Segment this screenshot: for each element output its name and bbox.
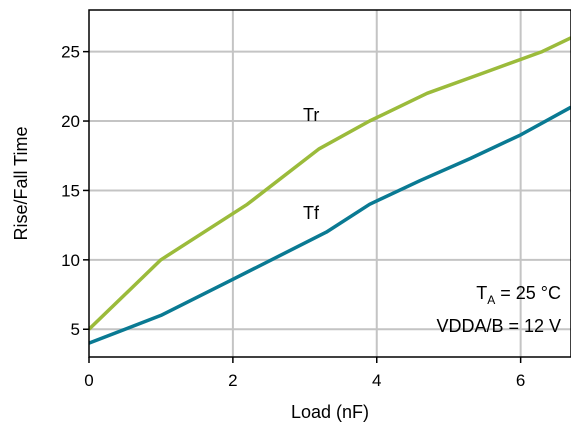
x-axis-title: Load (nF): [291, 402, 369, 422]
y-tick-label: 10: [61, 251, 80, 270]
x-tick-label: 2: [228, 371, 237, 390]
temperature-subscript: A: [487, 293, 495, 307]
x-tick-label: 4: [372, 371, 381, 390]
series-line-tr: [89, 36, 571, 331]
series-lines: [89, 36, 571, 345]
x-tick-label: 0: [84, 371, 93, 390]
y-tick-label: 15: [61, 181, 80, 200]
series-label-tr: Tr: [303, 105, 319, 125]
y-axis-title: Rise/Fall Time: [11, 126, 31, 240]
axis-ticks: 0 2 4 6 5 10 15 20 25: [61, 43, 525, 390]
temperature-value: = 25 °C: [495, 283, 561, 303]
grid: [89, 10, 571, 357]
y-tick-label: 5: [71, 320, 80, 339]
x-tick-label: 6: [516, 371, 525, 390]
temperature-condition-label: TA = 25 °C: [476, 283, 561, 307]
y-tick-label: 20: [61, 112, 80, 131]
series-label-tf: Tf: [303, 203, 320, 223]
series-line-tf: [89, 105, 571, 345]
plot-frame: [88, 9, 571, 358]
supply-condition-label: VDDA/B = 12 V: [436, 316, 561, 336]
y-tick-label: 25: [61, 43, 80, 62]
temperature-symbol: T: [476, 283, 487, 303]
